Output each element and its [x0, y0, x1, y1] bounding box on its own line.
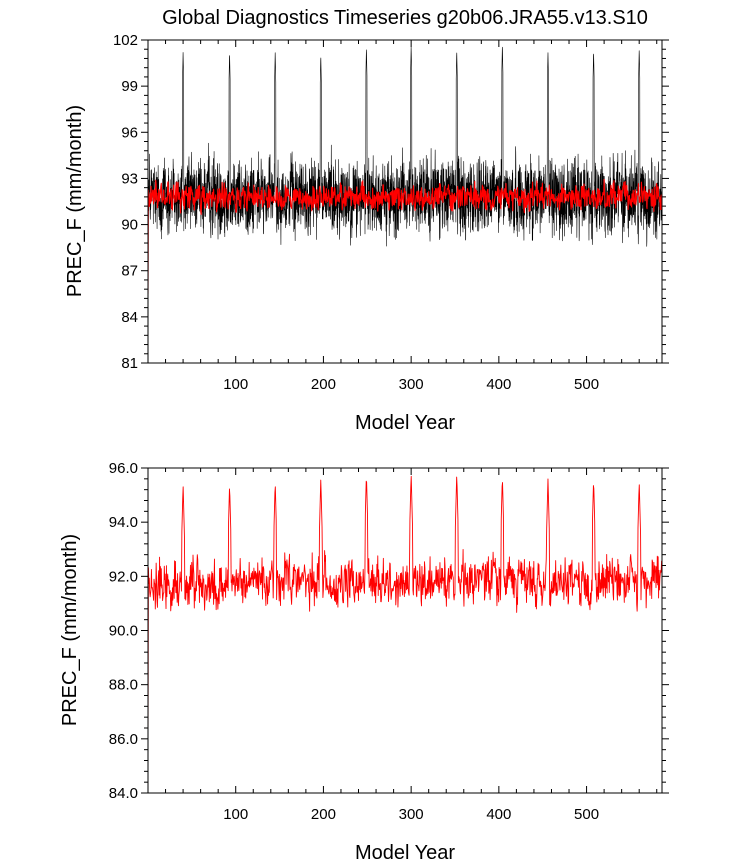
bottom-plot-frame	[147, 467, 663, 794]
top-y-axis-label: PREC_F (mm/month)	[64, 105, 86, 297]
bottom-panel: 100 200 300 400 500 84.0 86.0 88.0 90.0 92.0 94.0 9…	[59, 460, 669, 864]
y-tick-label: 93	[121, 170, 138, 187]
y-tick-label: 81	[121, 355, 138, 372]
annual-mean-series-line	[148, 178, 662, 294]
y-tick-label: 92.0	[109, 568, 138, 585]
bottom-plot-area	[148, 475, 662, 753]
y-tick-label: 84	[121, 309, 138, 326]
figure-title: Global Diagnostics Timeseries g20b06.JRA…	[162, 7, 648, 29]
y-tick-label: 94.0	[109, 514, 138, 531]
x-tick-label: 200	[311, 806, 336, 823]
y-tick-label: 96.0	[109, 460, 138, 477]
y-tick-label: 87	[121, 263, 138, 280]
top-plot-area	[148, 46, 662, 348]
top-plot-frame	[147, 39, 663, 364]
y-tick-label: 90	[121, 217, 138, 234]
bottom-y-axis-label: PREC_F (mm/month)	[59, 534, 81, 726]
top-axis-ticks: 100 200 300 400 500 81 84 87 90 93 96 99 102	[113, 32, 669, 393]
x-tick-label: 400	[486, 806, 511, 823]
x-tick-label: 500	[574, 806, 599, 823]
annual-mean-series-line	[148, 475, 662, 753]
x-tick-label: 100	[223, 376, 248, 393]
y-tick-label: 86.0	[109, 731, 138, 748]
y-tick-label: 88.0	[109, 677, 138, 694]
x-tick-label: 300	[399, 376, 424, 393]
y-tick-label: 90.0	[109, 623, 138, 640]
y-tick-label: 84.0	[109, 785, 138, 802]
x-tick-label: 200	[311, 376, 336, 393]
bottom-x-axis-label: Model Year	[355, 842, 455, 864]
y-tick-label: 102	[113, 32, 138, 49]
bottom-axis-ticks: 100 200 300 400 500 84.0 86.0 88.0 90.0 92.0 94.0 9…	[109, 460, 669, 823]
x-tick-label: 300	[399, 806, 424, 823]
y-tick-label: 96	[121, 124, 138, 141]
x-tick-label: 100	[223, 806, 248, 823]
x-tick-label: 500	[574, 376, 599, 393]
x-tick-label: 400	[486, 376, 511, 393]
top-panel: 100 200 300 400 500 81 84 87 90 93 96 99 102 Model Y…	[64, 32, 669, 434]
y-tick-label: 99	[121, 78, 138, 95]
top-x-axis-label: Model Year	[355, 412, 455, 434]
